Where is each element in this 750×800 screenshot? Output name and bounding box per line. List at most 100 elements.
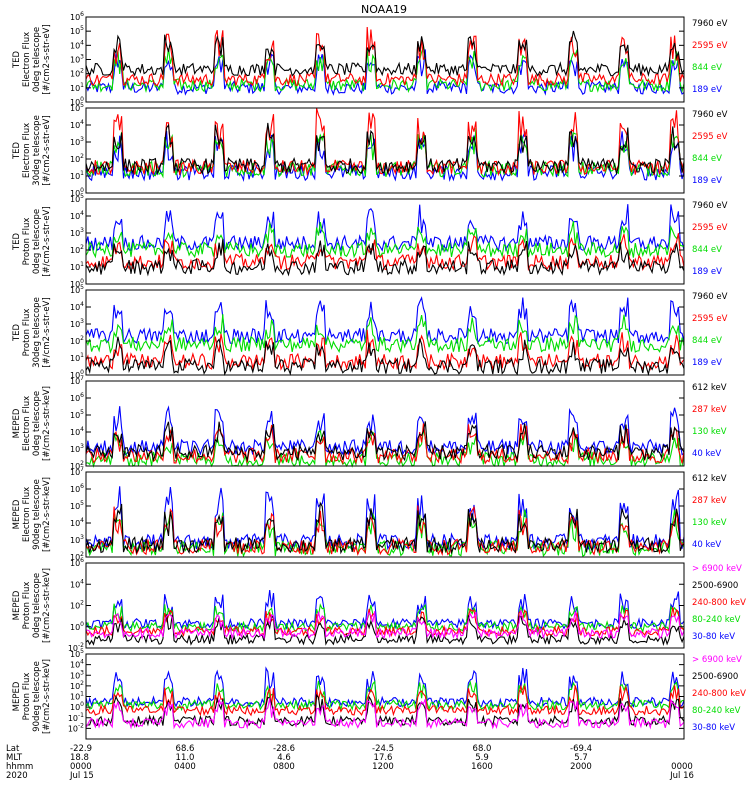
legend-entry: 40 keV [692, 449, 721, 459]
x-axis-date-label: Jul 16 [669, 771, 694, 781]
legend-entry: 40 keV [692, 540, 721, 550]
series-line-2500-6900 [85, 614, 685, 647]
y-tick-label: 107 [70, 375, 84, 386]
y-tick-label: 102 [70, 335, 84, 346]
y-tick-label: 107 [70, 466, 84, 477]
y-tick-label: 103 [70, 669, 84, 680]
legend-entry: 844 eV [692, 245, 722, 255]
y-tick-label: 102 [70, 460, 84, 471]
series-line-240-800-kev [85, 607, 685, 638]
panel-2: 100 101 102 103 104 105 TEDElectron Flux30deg … [12, 102, 728, 198]
legend-entry: 7960 eV [692, 19, 728, 29]
legend-entry: 2595 eV [692, 41, 728, 51]
series-line-30-80-kev [85, 590, 685, 631]
series-line-130-kev [85, 428, 685, 469]
y-tick-label: 101 [70, 170, 84, 181]
x-axis-hhmm-label: 1600 [471, 762, 493, 772]
y-tick-label: 103 [70, 534, 84, 545]
legend-entry: 287 keV [692, 496, 727, 506]
panel-3: 100 101 102 103 104 105 TEDProton Flux0deg tel… [12, 193, 728, 289]
legend-entry: 844 eV [692, 63, 722, 73]
y-tick-label: 102 [70, 600, 84, 611]
x-axis-mlt-label: 11.0 [176, 753, 195, 763]
legend-entry: 80-240 keV [692, 706, 741, 716]
y-tick-label: 100 [70, 278, 84, 289]
x-axis-lat-label: -22.9 [70, 744, 92, 754]
y-tick-label: 103 [70, 227, 84, 238]
legend-entry: 612 keV [692, 383, 727, 393]
series-line-2595-ev [85, 108, 685, 177]
series-line-130-kev [85, 509, 685, 558]
y-tick-label: 10-1 [68, 712, 84, 723]
legend-entry: 844 eV [692, 154, 722, 164]
series-line-7960-ev [85, 336, 685, 377]
y-tick-label: 101 [70, 261, 84, 272]
y-tick-label: 100 [70, 369, 84, 380]
y-tick-label: 106 [70, 483, 84, 494]
x-axis-date-label: Jul 15 [69, 771, 94, 781]
legend-entry: 189 eV [692, 176, 722, 186]
x-row-label: MLT [6, 753, 23, 763]
plot-frame [85, 289, 685, 376]
y-tick-label: 104 [70, 39, 84, 50]
y-axis-label: MEPEDProton Flux90deg telescope[#/cm2-s-… [12, 659, 52, 734]
y-tick-label: 104 [70, 119, 84, 130]
y-tick-label: 104 [70, 426, 84, 437]
series-line-240-800-kev [85, 684, 685, 717]
x-axis-lat-label: -69.4 [570, 744, 592, 754]
y-tick-label: 105 [70, 193, 84, 204]
y-tick-label: 105 [70, 25, 84, 36]
y-tick-label: 103 [70, 54, 84, 65]
y-tick-label: 101 [70, 352, 84, 363]
plot-frame [85, 107, 685, 194]
y-tick-label: 10-2 [68, 722, 84, 733]
series-line-7960-ev [85, 239, 685, 277]
y-tick-label: 102 [70, 68, 84, 79]
x-axis-hhmm-label: 0800 [273, 762, 295, 772]
y-tick-label: 103 [70, 443, 84, 454]
series-line-189-ev [85, 49, 685, 96]
x-axis-lat-label: -28.6 [273, 744, 295, 754]
y-tick-label: 103 [70, 318, 84, 329]
y-tick-label: 101 [70, 691, 84, 702]
series-line-844-ev [85, 221, 685, 259]
legend-entry: 130 keV [692, 518, 727, 528]
x-axis-mlt-label: 5.9 [475, 753, 489, 763]
y-tick-label: 104 [70, 301, 84, 312]
series-line-80-240-kev [85, 680, 685, 712]
series-line-30-80-kev [85, 666, 685, 709]
plot-frame [85, 471, 685, 558]
series-line--6900-kev [85, 610, 685, 640]
y-axis-label: TEDProton Flux30deg telescope[#/cm2-s-st… [12, 297, 52, 368]
series-line-844-ev [85, 314, 685, 354]
y-tick-label: 101 [70, 82, 84, 93]
legend-entry: 80-240 keV [692, 615, 741, 625]
series-line-7960-ev [85, 122, 685, 176]
y-tick-label: 102 [70, 153, 84, 164]
x-axis-hhmm-label: 1200 [372, 762, 394, 772]
y-tick-label: 104 [70, 210, 84, 221]
series-line-844-ev [85, 45, 685, 94]
y-axis-label: TEDProton Flux0deg telescope[#/cm2-s-str… [12, 206, 52, 276]
y-tick-label: 104 [70, 659, 84, 670]
y-tick-label: 105 [70, 409, 84, 420]
plot-frame [85, 198, 685, 285]
x-row-label: Lat [6, 744, 20, 754]
x-axis-lat-label: 68.6 [176, 744, 195, 754]
legend-entry: 844 eV [692, 336, 722, 346]
legend-entry: 130 keV [692, 427, 727, 437]
legend-entry: 2500-6900 [692, 672, 738, 682]
y-axis-label: TEDElectron Flux30deg telescope[#/cm2-s-… [12, 115, 52, 186]
y-axis-label: MEPEDElectron Flux0deg telescope[#/cm2-s… [12, 386, 52, 461]
y-tick-label: 106 [70, 11, 84, 22]
y-tick-label: 100 [70, 96, 84, 107]
y-tick-label: 100 [70, 187, 84, 198]
x-axis-lat-label: -24.5 [372, 744, 394, 754]
y-tick-label: 105 [70, 500, 84, 511]
y-axis-label: MEPEDElectron Flux90deg telescope[#/cm2-… [12, 477, 52, 552]
panel-4: 100 101 102 103 104 105 TEDProton Flux30deg te… [12, 284, 728, 380]
legend-entry: 189 eV [692, 267, 722, 277]
